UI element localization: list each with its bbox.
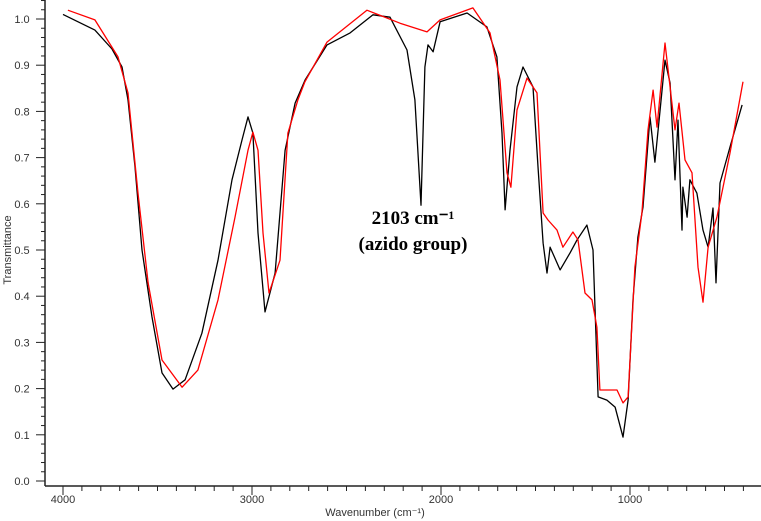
y-tick-label: 1.0 bbox=[14, 14, 29, 26]
series-group bbox=[62, 7, 744, 438]
y-tick-label: 0.8 bbox=[14, 106, 29, 118]
x-tick-label: 2000 bbox=[429, 494, 453, 506]
y-tick-label: 0.0 bbox=[14, 476, 29, 488]
y-tick-label: 0.2 bbox=[14, 384, 29, 396]
spectrum-line-black bbox=[62, 12, 743, 438]
y-tick-label: 0.1 bbox=[14, 430, 29, 442]
x-tick-label: 4000 bbox=[51, 494, 75, 506]
x-axis-label: Wavenumber (cm⁻¹) bbox=[325, 507, 425, 519]
x-tick-label: 1000 bbox=[618, 494, 642, 506]
x-tick-label: 3000 bbox=[240, 494, 264, 506]
y-tick-label: 0.6 bbox=[14, 199, 29, 211]
x-ticks: 4000 3000 2000 1000 bbox=[51, 486, 744, 506]
spectrum-line-red bbox=[67, 7, 744, 404]
y-tick-label: 0.7 bbox=[14, 153, 29, 165]
y-ticks: 0.0 0.1 0.2 0.3 0.4 0.5 0.6 0.7 0.8 0.9 1.0 bbox=[14, 0, 45, 488]
annotation-group: (azido group) bbox=[359, 234, 468, 255]
y-tick-label: 0.4 bbox=[14, 291, 29, 303]
y-axis-label: Transmittance bbox=[2, 215, 14, 284]
y-tick-label: 0.9 bbox=[14, 60, 29, 72]
y-tick-label: 0.5 bbox=[14, 245, 29, 257]
y-tick-label: 0.3 bbox=[14, 337, 29, 349]
annotation-peak: 2103 cm⁻¹ bbox=[372, 208, 455, 229]
